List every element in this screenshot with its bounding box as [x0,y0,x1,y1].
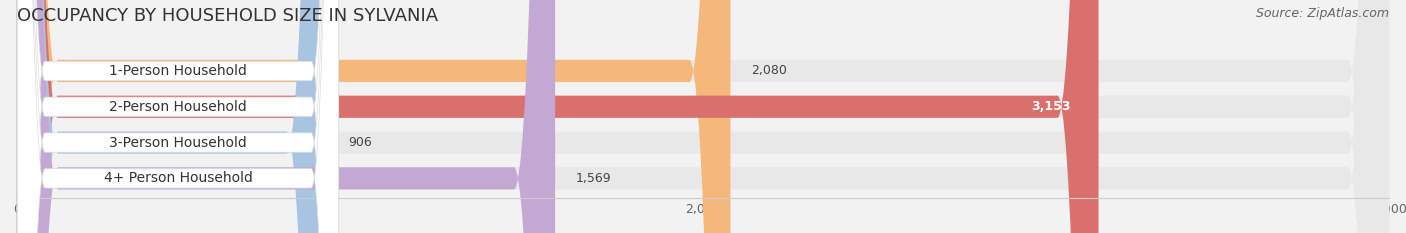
Text: 4+ Person Household: 4+ Person Household [104,171,253,185]
FancyBboxPatch shape [17,0,339,233]
FancyBboxPatch shape [17,0,339,233]
FancyBboxPatch shape [17,0,339,233]
FancyBboxPatch shape [17,0,1389,233]
Text: 1-Person Household: 1-Person Household [110,64,247,78]
Text: 906: 906 [349,136,373,149]
FancyBboxPatch shape [17,0,339,233]
FancyBboxPatch shape [17,0,1389,233]
FancyBboxPatch shape [17,0,1389,233]
Text: Source: ZipAtlas.com: Source: ZipAtlas.com [1256,7,1389,20]
Text: 2-Person Household: 2-Person Household [110,100,247,114]
FancyBboxPatch shape [17,0,555,233]
Text: 3-Person Household: 3-Person Household [110,136,247,150]
FancyBboxPatch shape [17,0,328,233]
Text: OCCUPANCY BY HOUSEHOLD SIZE IN SYLVANIA: OCCUPANCY BY HOUSEHOLD SIZE IN SYLVANIA [17,7,439,25]
FancyBboxPatch shape [17,0,1098,233]
FancyBboxPatch shape [17,0,1389,233]
Text: 2,080: 2,080 [751,65,787,77]
FancyBboxPatch shape [17,0,731,233]
Text: 1,569: 1,569 [575,172,612,185]
Text: 3,153: 3,153 [1032,100,1071,113]
